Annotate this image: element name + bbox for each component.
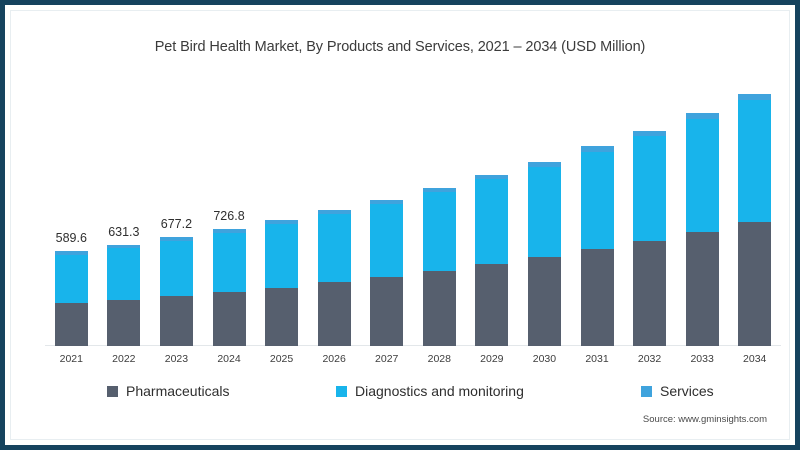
legend-item[interactable]: Pharmaceuticals: [107, 383, 230, 399]
bar-segment-services[interactable]: [633, 130, 667, 137]
x-axis-tick-label: 2032: [637, 353, 662, 365]
stacked-bar[interactable]: [475, 174, 509, 346]
x-axis-tick-label: 2026: [322, 353, 346, 365]
bar-value-label: 677.2: [160, 217, 193, 232]
bar-segment-pharmaceuticals[interactable]: [212, 292, 246, 346]
bar-segment-pharmaceuticals[interactable]: [527, 257, 561, 346]
stacked-bar[interactable]: [317, 210, 351, 346]
bar-segment-pharmaceuticals[interactable]: [159, 296, 193, 346]
stacked-bar[interactable]: [422, 187, 456, 346]
stacked-bar[interactable]: [107, 244, 141, 346]
stacked-bar[interactable]: [370, 199, 404, 346]
bar-segment-services[interactable]: [265, 220, 299, 225]
stacked-bar[interactable]: [685, 112, 719, 346]
legend-label: Pharmaceuticals: [126, 383, 230, 399]
bar-segment-diagnostics[interactable]: [54, 255, 88, 303]
bar-segment-pharmaceuticals[interactable]: [317, 282, 351, 346]
bar-segment-diagnostics[interactable]: [475, 179, 509, 265]
stacked-bar[interactable]: [527, 161, 561, 346]
stacked-bar[interactable]: [633, 130, 667, 346]
bar-value-label: 589.6: [55, 231, 87, 246]
x-axis-tick-label: 2028: [427, 353, 451, 365]
bar-segment-diagnostics[interactable]: [265, 224, 299, 288]
bar-segment-diagnostics[interactable]: [107, 248, 141, 300]
bar-segment-pharmaceuticals[interactable]: [633, 241, 667, 346]
x-axis-tick-label: 2029: [480, 353, 504, 365]
bar-segment-services[interactable]: [580, 146, 614, 152]
x-axis-tick-label: 2033: [690, 353, 714, 365]
stacked-bar[interactable]: [580, 146, 614, 346]
bar-segment-pharmaceuticals[interactable]: [475, 264, 509, 346]
bar-segment-diagnostics[interactable]: [370, 204, 404, 277]
legend-color-swatch: [641, 385, 652, 397]
bar-segment-diagnostics[interactable]: [738, 100, 772, 223]
x-axis-tick-label: 2027: [375, 353, 399, 365]
x-axis-tick-label: 2034: [743, 353, 767, 365]
stacked-bar[interactable]: [159, 237, 193, 346]
bar-segment-services[interactable]: [212, 229, 246, 233]
bar-segment-pharmaceuticals[interactable]: [107, 299, 141, 346]
stacked-bar[interactable]: [265, 220, 299, 346]
x-axis-tick-label: 2021: [59, 353, 83, 365]
x-axis-tick-label: 2023: [164, 353, 189, 365]
bar-segment-services[interactable]: [685, 112, 719, 119]
x-axis-tick-label: 2031: [585, 353, 609, 365]
x-axis-tick-label: 2022: [112, 353, 136, 365]
x-axis-tick-label: 2025: [269, 353, 294, 365]
bar-segment-services[interactable]: [475, 174, 509, 180]
bar-segment-services[interactable]: [159, 237, 193, 242]
bar-segment-pharmaceuticals[interactable]: [738, 222, 772, 346]
stacked-bar[interactable]: [738, 93, 772, 346]
bar-segment-diagnostics[interactable]: [212, 232, 246, 293]
stacked-bar[interactable]: [54, 251, 88, 346]
legend-item[interactable]: Services: [641, 383, 714, 399]
x-axis-tick-label: 2024: [217, 353, 241, 365]
x-axis-tick-label: 2030: [532, 353, 557, 365]
bar-segment-pharmaceuticals[interactable]: [265, 287, 299, 346]
bar-segment-services[interactable]: [422, 187, 456, 193]
bar-segment-services[interactable]: [738, 93, 772, 101]
legend-label: Services: [660, 383, 714, 399]
bar-segment-pharmaceuticals[interactable]: [54, 302, 88, 346]
bar-segment-pharmaceuticals[interactable]: [685, 231, 719, 346]
chart-canvas: Pet Bird Health Market, By Products and …: [10, 10, 790, 440]
source-attribution: Source: www.gminsights.com: [642, 414, 767, 425]
stacked-bar[interactable]: [212, 229, 246, 346]
bar-segment-diagnostics[interactable]: [159, 241, 193, 297]
bar-value-label: 726.8: [213, 209, 245, 224]
plot-area: 589.6 2021 631.3 2022 677.2 2023 726.8 2024 2025…: [45, 81, 781, 365]
bar-value-label: 631.3: [108, 224, 140, 239]
bar-segment-pharmaceuticals[interactable]: [422, 270, 456, 346]
bar-segment-services[interactable]: [54, 251, 88, 256]
bar-segment-services[interactable]: [370, 199, 404, 205]
chart-legend: Pharmaceuticals Diagnostics and monitorin…: [11, 383, 789, 409]
chart-title: Pet Bird Health Market, By Products and …: [154, 39, 646, 55]
legend-label: Diagnostics and monitoring: [355, 383, 524, 399]
bar-segment-services[interactable]: [107, 244, 141, 249]
bar-segment-pharmaceuticals[interactable]: [580, 249, 614, 346]
bar-segment-diagnostics[interactable]: [685, 118, 719, 232]
bar-segment-diagnostics[interactable]: [422, 192, 456, 271]
legend-color-swatch: [336, 385, 347, 397]
bar-segment-services[interactable]: [317, 210, 351, 215]
legend-item[interactable]: Diagnostics and monitoring: [336, 383, 524, 399]
bar-segment-services[interactable]: [527, 161, 561, 167]
bar-segment-diagnostics[interactable]: [580, 151, 614, 250]
legend-color-swatch: [107, 385, 118, 397]
x-axis-line: [45, 345, 781, 346]
bar-segment-diagnostics[interactable]: [633, 136, 667, 242]
bar-segment-diagnostics[interactable]: [317, 214, 351, 283]
bar-segment-diagnostics[interactable]: [527, 166, 561, 258]
bar-segment-pharmaceuticals[interactable]: [370, 276, 404, 346]
